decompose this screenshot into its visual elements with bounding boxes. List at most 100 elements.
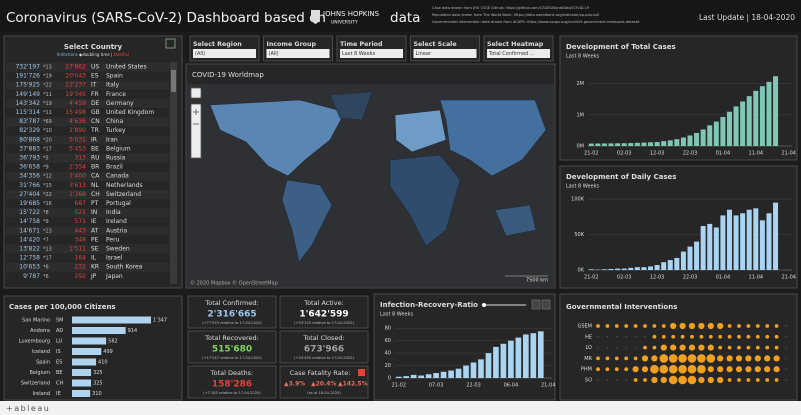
total-cases[interactable]: 36'793	[19, 155, 40, 162]
deaths[interactable]: 5'031	[69, 136, 86, 143]
doubling-time[interactable]: *15	[43, 183, 52, 189]
info-icon[interactable]	[165, 38, 176, 49]
deaths[interactable]: 22'237	[65, 82, 86, 89]
doubling-time[interactable]: *5	[43, 156, 49, 162]
doubling-time[interactable]: *16	[43, 201, 52, 207]
doubling-time[interactable]: *9	[43, 219, 49, 225]
country-name[interactable]: South Korea	[106, 264, 143, 271]
search-button[interactable]	[190, 87, 202, 99]
country-code[interactable]: AT	[91, 227, 99, 234]
country-code[interactable]: CN	[91, 118, 100, 125]
country-code[interactable]: KR	[91, 264, 99, 271]
country-code[interactable]: IR	[91, 136, 97, 143]
deaths[interactable]: 2'354	[69, 164, 86, 171]
total-cases[interactable]: 115'314	[15, 109, 40, 116]
prev-button[interactable]	[531, 299, 541, 310]
deaths[interactable]: 313	[75, 155, 87, 162]
total-cases[interactable]: 13'822	[19, 246, 40, 253]
country-name[interactable]: Spain	[106, 73, 123, 80]
country-name[interactable]: Turkey	[105, 127, 126, 134]
country-code[interactable]: SE	[91, 246, 99, 253]
map-controls[interactable]	[190, 87, 202, 159]
country-name[interactable]: Portugal	[106, 200, 131, 207]
deaths[interactable]: 443	[75, 227, 87, 234]
doubling-time[interactable]: *6	[43, 265, 49, 271]
slider-handle[interactable]	[482, 303, 486, 307]
filter-dropdown[interactable]	[487, 49, 550, 58]
deaths[interactable]: 4'636	[69, 118, 86, 125]
deaths[interactable]: 232	[75, 264, 87, 271]
country-name[interactable]: Germany	[106, 100, 134, 107]
country-code[interactable]: RU	[91, 155, 100, 162]
doubling-time[interactable]: *19	[43, 101, 52, 107]
doubling-time[interactable]: *13	[43, 65, 52, 71]
country-name[interactable]: Sweden	[106, 246, 130, 253]
total-cases[interactable]: 14'671	[19, 227, 40, 234]
country-code[interactable]: FR	[91, 91, 99, 98]
info-icon[interactable]	[358, 369, 365, 376]
total-cases[interactable]: 9'787	[23, 273, 40, 280]
filter-value[interactable]: (All)	[269, 51, 279, 57]
total-cases[interactable]: 12'758	[19, 255, 40, 262]
doubling-time[interactable]: *12	[43, 174, 52, 180]
total-cases[interactable]: 31'766	[19, 182, 40, 189]
total-cases[interactable]: 143'342	[15, 100, 40, 107]
country-code[interactable]: CH	[91, 191, 100, 198]
scrollbar[interactable]	[170, 62, 177, 284]
country-name[interactable]: India	[106, 209, 121, 216]
deaths[interactable]: 1'890	[69, 127, 86, 134]
deaths[interactable]: 19'345	[65, 91, 86, 98]
country-code[interactable]: BR	[91, 164, 99, 171]
country-name[interactable]: Israel	[106, 255, 123, 262]
total-cases[interactable]: 175'925	[15, 82, 40, 89]
total-cases[interactable]: 36'658	[19, 164, 40, 171]
country-name[interactable]: Ireland	[106, 218, 127, 225]
doubling-time[interactable]: *8	[43, 210, 49, 216]
country-name[interactable]: Brazil	[106, 164, 123, 171]
filter-value[interactable]: Linear	[416, 51, 432, 57]
deaths[interactable]: 5'453	[69, 145, 86, 152]
total-cases[interactable]: 732'197	[15, 64, 40, 71]
country-code[interactable]: PE	[91, 236, 99, 243]
doubling-time[interactable]: *10	[43, 128, 52, 134]
total-cases[interactable]: 83'787	[19, 118, 40, 125]
country-code[interactable]: IL	[91, 255, 97, 262]
deaths[interactable]: 4'459	[69, 100, 86, 107]
doubling-time[interactable]: *11	[43, 92, 52, 98]
doubling-time[interactable]: *19	[43, 74, 52, 80]
total-cases[interactable]: 27'404	[19, 191, 40, 198]
doubling-time[interactable]: *69	[43, 119, 52, 125]
deaths[interactable]: 687	[75, 200, 87, 207]
country-name[interactable]: Belgium	[106, 145, 131, 152]
deaths[interactable]: 571	[75, 218, 87, 225]
total-cases[interactable]: 14'758	[19, 218, 40, 225]
deaths[interactable]: 348	[75, 236, 87, 243]
next-button[interactable]	[541, 299, 551, 310]
deaths[interactable]: 1'511	[69, 246, 86, 253]
country-code[interactable]: DE	[91, 100, 100, 107]
deaths[interactable]: 1'368	[69, 191, 86, 198]
country-name[interactable]: Russia	[106, 155, 126, 162]
country-code[interactable]: IN	[91, 209, 97, 216]
zoom-controls[interactable]	[190, 103, 202, 159]
total-cases[interactable]: 191'726	[15, 73, 40, 80]
country-name[interactable]: Peru	[106, 236, 120, 243]
total-cases[interactable]: 149'149	[15, 91, 40, 98]
filter-dropdown[interactable]	[413, 49, 477, 58]
total-cases[interactable]: 10'653	[19, 264, 40, 271]
filter-value[interactable]: (All)	[195, 51, 205, 57]
country-name[interactable]: United States	[106, 64, 147, 71]
doubling-time[interactable]: *20	[43, 137, 52, 143]
country-name[interactable]: United Kingdom	[106, 109, 154, 116]
total-cases[interactable]: 82'329	[19, 127, 40, 134]
deaths[interactable]: 521	[75, 209, 87, 216]
doubling-time[interactable]: *17	[43, 256, 52, 262]
total-cases[interactable]: 19'685	[19, 200, 40, 207]
deaths[interactable]: 20'043	[65, 73, 86, 80]
country-code[interactable]: ES	[91, 73, 99, 80]
filter-dropdown[interactable]	[193, 49, 256, 58]
country-code[interactable]: CA	[91, 173, 100, 180]
country-name[interactable]: Japan	[105, 273, 123, 280]
doubling-time[interactable]: *6	[43, 274, 49, 280]
country-name[interactable]: Iran	[106, 136, 118, 143]
